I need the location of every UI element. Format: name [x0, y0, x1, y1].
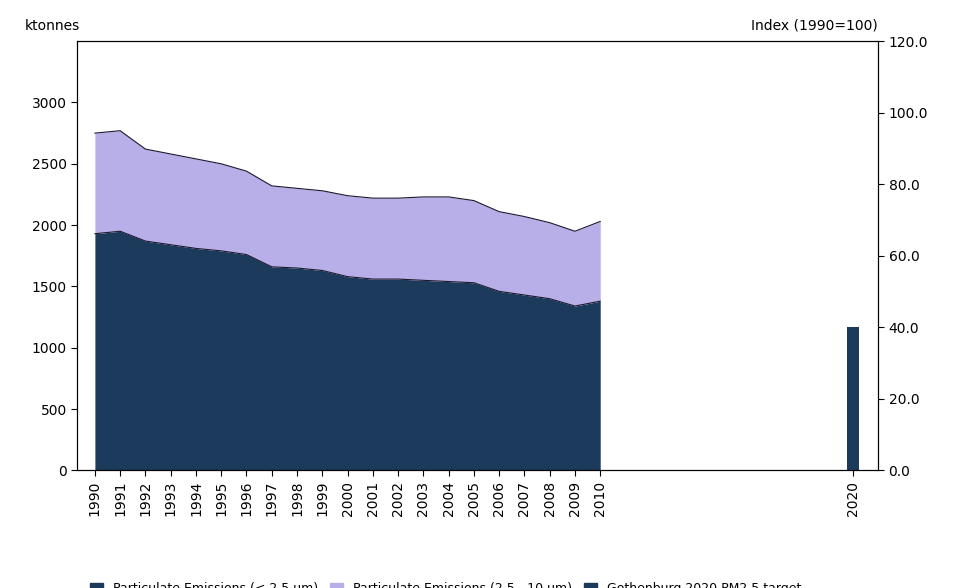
Legend: Particulate Emissions (< 2.5 μm), Particulate Emissions (2.5 - 10 μm), Gothenbur: Particulate Emissions (< 2.5 μm), Partic…: [84, 576, 808, 588]
Text: ktonnes: ktonnes: [25, 19, 80, 32]
Text: Index (1990=100): Index (1990=100): [752, 19, 878, 32]
Bar: [846, 328, 859, 470]
